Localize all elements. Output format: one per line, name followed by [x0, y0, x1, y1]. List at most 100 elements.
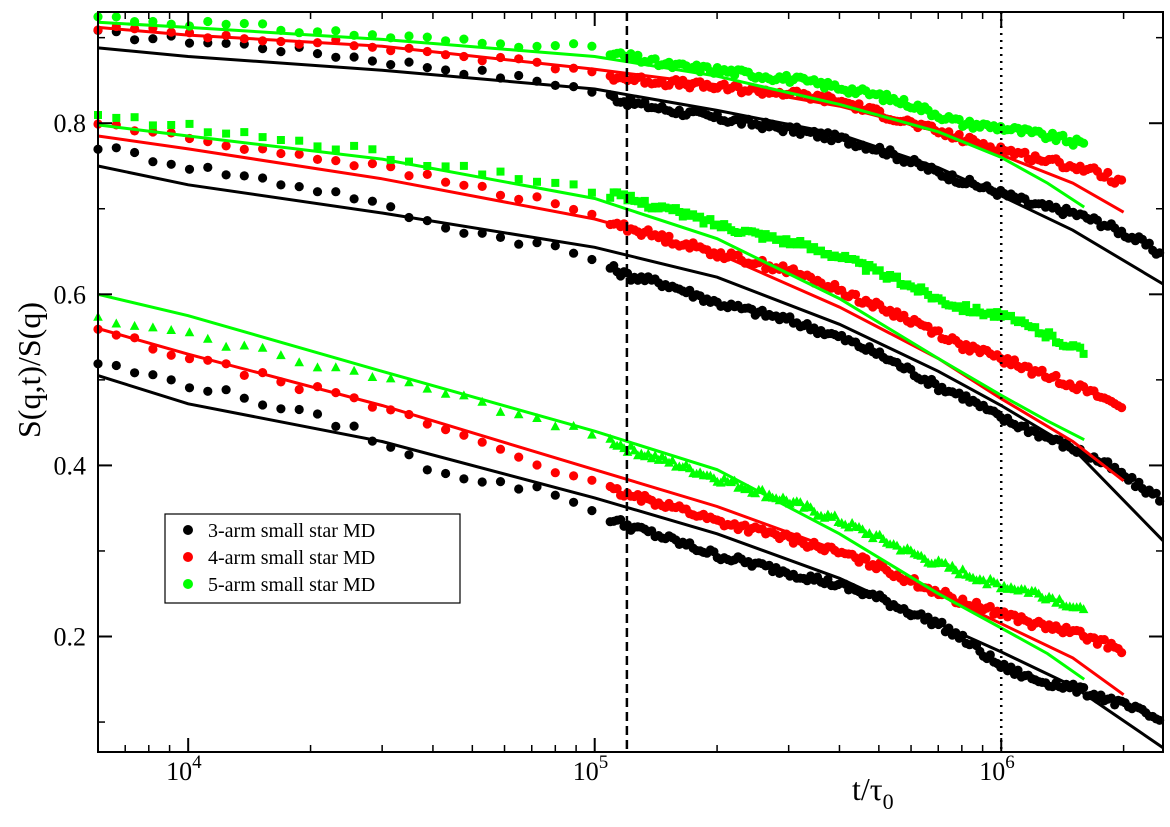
md-point — [667, 455, 678, 465]
md-point — [955, 302, 964, 311]
md-point — [985, 650, 995, 660]
md-point — [221, 38, 231, 49]
md-point — [203, 386, 213, 396]
y-tick-label: 0.4 — [54, 451, 87, 480]
md-point — [861, 266, 870, 275]
md-point — [1020, 147, 1030, 157]
md-point — [477, 181, 487, 191]
fit-line — [97, 123, 1085, 442]
md-point — [1079, 349, 1088, 358]
md-point — [913, 287, 922, 296]
fit-line — [97, 327, 1125, 696]
fit-line — [97, 20, 1086, 209]
md-point — [1117, 175, 1127, 185]
md-point — [1106, 693, 1116, 703]
md-point — [331, 145, 340, 154]
md-point — [954, 129, 964, 140]
md-point — [1047, 128, 1058, 138]
group-middle — [93, 111, 1165, 542]
md-point — [989, 312, 998, 321]
legend-marker-4-arm — [183, 552, 193, 562]
md-point — [294, 149, 304, 159]
md-point — [422, 419, 432, 429]
md-point — [130, 147, 140, 158]
md-point — [633, 50, 643, 61]
md-point — [569, 471, 579, 481]
md-point — [294, 182, 304, 192]
md-point — [349, 52, 359, 62]
md-point — [1103, 457, 1113, 467]
md-point — [569, 248, 579, 258]
md-point — [496, 167, 505, 176]
md-point — [367, 372, 378, 381]
md-point — [258, 173, 268, 183]
md-point — [440, 388, 451, 398]
md-point — [532, 238, 542, 248]
fit-line — [97, 46, 1164, 286]
md-point — [1007, 311, 1015, 320]
md-point — [875, 266, 884, 275]
md-point — [930, 379, 940, 389]
md-point — [1127, 472, 1137, 483]
md-point — [605, 433, 615, 443]
md-point — [184, 383, 195, 393]
md-point — [111, 143, 121, 153]
md-point — [569, 39, 579, 49]
data-layer — [93, 12, 1165, 749]
fit-line — [97, 374, 1164, 749]
md-point — [899, 94, 909, 105]
md-point — [349, 161, 359, 171]
md-point — [550, 421, 561, 431]
x-axis-label-sub: 0 — [883, 789, 894, 814]
md-point — [184, 164, 195, 174]
md-point — [386, 60, 396, 70]
md-point — [130, 368, 140, 378]
md-point — [1099, 635, 1109, 645]
series-bottom-4-arm — [93, 324, 1127, 696]
md-point — [550, 41, 560, 51]
series-bottom-5-arm — [93, 292, 1089, 681]
md-point — [386, 202, 396, 212]
y-tick-label: 0.8 — [54, 109, 87, 138]
md-point — [1051, 370, 1061, 381]
md-point — [148, 34, 158, 44]
md-point — [706, 215, 715, 224]
series-middle-4-arm — [93, 119, 1127, 482]
y-axis-label: S(q,t)/S(q) — [11, 302, 47, 438]
md-point — [495, 39, 506, 49]
legend-label-5-arm: 5-arm small star MD — [208, 574, 375, 596]
md-point — [1079, 138, 1089, 148]
md-point — [239, 18, 249, 29]
md-point — [532, 460, 542, 470]
md-point — [958, 307, 967, 316]
md-point — [405, 157, 413, 166]
md-point — [111, 360, 121, 371]
md-point — [367, 196, 377, 206]
md-point — [532, 413, 542, 422]
md-point — [184, 38, 195, 48]
md-point — [1151, 488, 1161, 498]
md-point — [1054, 594, 1065, 603]
md-point — [1041, 333, 1050, 342]
md-point — [851, 289, 861, 300]
md-point — [331, 52, 341, 62]
md-point — [441, 223, 451, 233]
md-point — [130, 35, 140, 45]
md-point — [514, 452, 524, 462]
md-point — [550, 490, 560, 500]
md-point — [349, 194, 359, 204]
md-point — [276, 180, 286, 190]
md-point — [982, 579, 992, 589]
md-point — [830, 510, 840, 520]
md-point — [495, 406, 506, 416]
md-point — [441, 65, 451, 75]
md-point — [459, 34, 469, 44]
md-point — [422, 465, 432, 475]
md-point — [166, 159, 176, 169]
md-point — [1006, 662, 1016, 672]
md-point — [148, 157, 158, 167]
md-point — [940, 557, 951, 567]
md-point — [112, 113, 121, 122]
md-point — [993, 308, 1002, 317]
